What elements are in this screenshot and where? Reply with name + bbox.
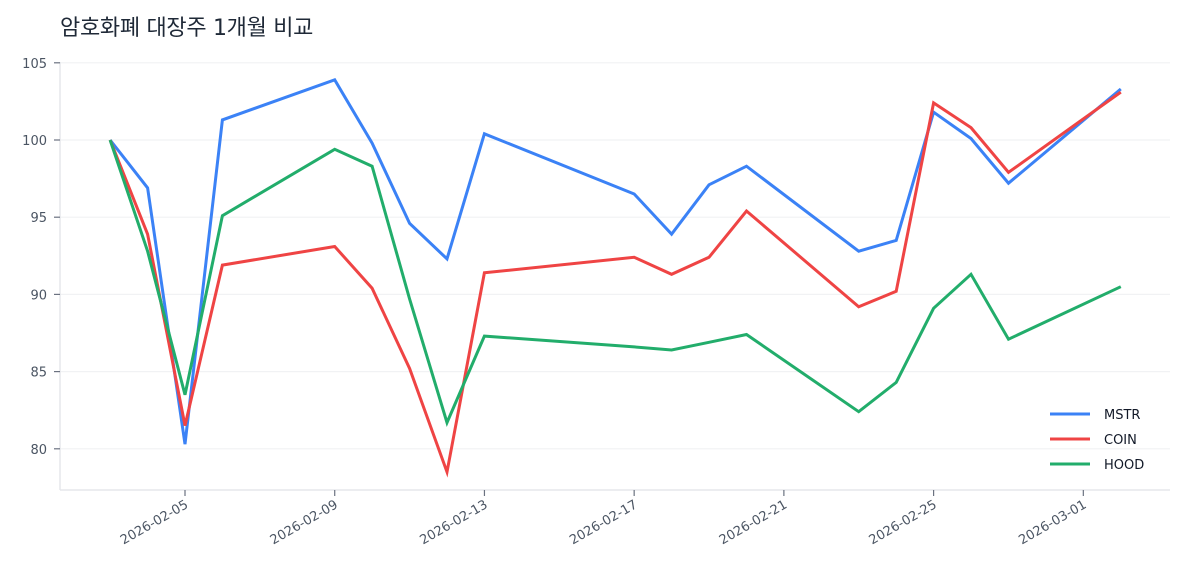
series-line-coin — [108, 90, 1122, 478]
y-tick-label: 105 — [22, 57, 47, 72]
y-tick-label: 85 — [30, 366, 47, 381]
legend-label-mstr: MSTR — [1104, 408, 1140, 423]
x-tick-label: 2026-02-09 — [268, 497, 341, 548]
axes — [59, 62, 1170, 491]
legend-label-coin: COIN — [1104, 433, 1137, 448]
legend-label-hood: HOOD — [1104, 458, 1144, 473]
y-axis-ticks: 80 85 90 95 100 105 — [22, 57, 60, 458]
x-tick-label: 2026-02-13 — [418, 497, 491, 548]
x-tick-label: 2026-02-05 — [118, 497, 191, 548]
chart-title: 암호화폐 대장주 1개월 비교 — [60, 16, 314, 41]
y-tick-label: 95 — [30, 211, 47, 226]
x-axis-ticks: 2026-02-05 2026-02-09 2026-02-13 2026-02-17… — [118, 490, 1089, 548]
y-tick-label: 100 — [22, 134, 47, 149]
legend: MSTR COIN HOOD — [1050, 408, 1144, 473]
series-line-hood — [108, 139, 1122, 427]
series-line-mstr — [108, 77, 1122, 445]
x-tick-label: 2026-03-01 — [1016, 497, 1089, 548]
y-tick-label: 80 — [30, 443, 47, 458]
series-lines — [108, 77, 1122, 478]
x-tick-label: 2026-02-17 — [567, 497, 640, 548]
gridlines — [60, 62, 1170, 450]
y-tick-label: 90 — [30, 288, 47, 303]
x-tick-label: 2026-02-25 — [867, 497, 940, 548]
x-tick-label: 2026-02-21 — [717, 497, 790, 548]
